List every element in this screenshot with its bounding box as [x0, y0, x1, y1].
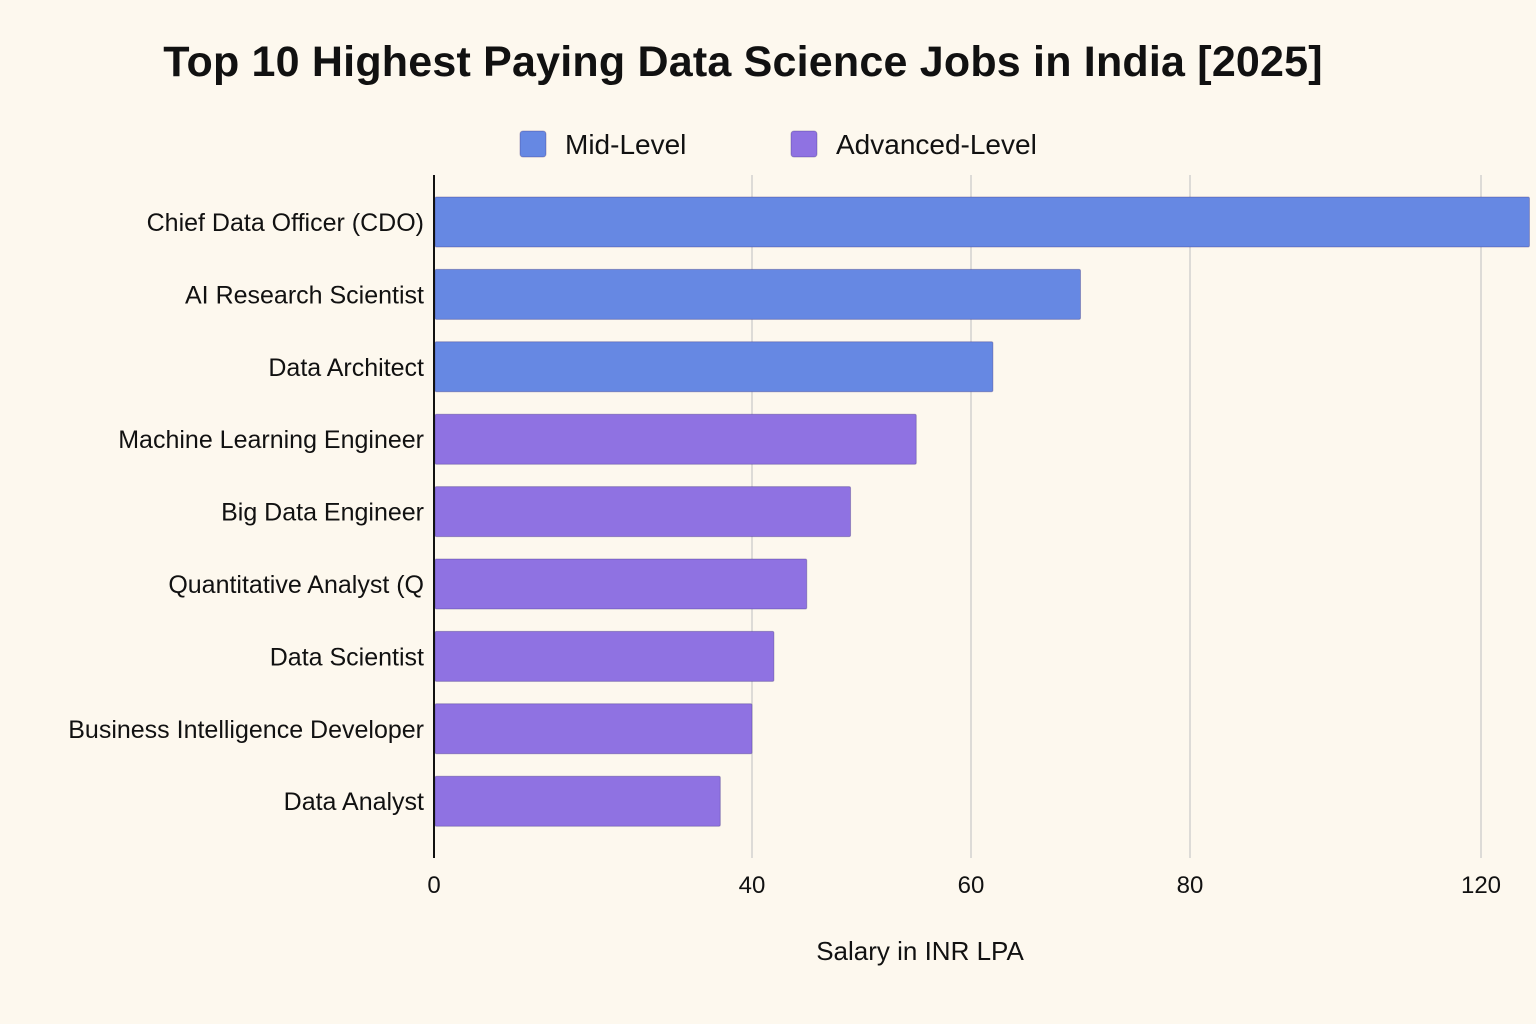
legend-swatch-2: [790, 130, 818, 158]
category-label-4: Machine Learning Engineer: [118, 426, 424, 454]
legend-swatch-1: [519, 130, 547, 158]
bar-7: [434, 630, 775, 682]
legend-label-2: Advanced-Level: [836, 129, 1037, 160]
bar-1: [434, 196, 1530, 248]
category-labels: Chief Data Officer (CDO) AI Research Scie…: [68, 209, 424, 816]
bar-3: [434, 341, 994, 393]
category-label-6: Quantitative Analyst (Q: [168, 571, 424, 599]
x-tick-labels: 0 40 60 80 120: [427, 872, 1501, 899]
bar-2: [434, 268, 1081, 320]
x-tick-0: 0: [427, 872, 440, 899]
category-label-7: Data Scientist: [270, 643, 424, 671]
category-label-5: Big Data Engineer: [221, 499, 424, 527]
category-label-3: Data Architect: [268, 354, 424, 382]
category-label-8: Business Intelligence Developer: [68, 716, 424, 744]
bar-4: [434, 413, 917, 465]
bar-5: [434, 486, 852, 538]
x-tick-40: 40: [739, 872, 766, 899]
bar-8: [434, 703, 753, 755]
chart-title: Top 10 Highest Paying Data Science Jobs …: [163, 38, 1323, 86]
bar-group: [434, 196, 1530, 827]
legend: Mid-Level Advanced-Level: [519, 129, 1037, 160]
bar-6: [434, 558, 808, 610]
x-tick-120: 120: [1461, 872, 1501, 899]
category-label-9: Data Analyst: [284, 788, 424, 816]
bar-9: [434, 775, 721, 827]
legend-label-1: Mid-Level: [565, 129, 686, 160]
category-label-2: AI Research Scientist: [185, 281, 424, 309]
x-tick-60: 60: [958, 872, 985, 899]
x-axis-title: Salary in INR LPA: [816, 936, 1024, 966]
x-tick-80: 80: [1177, 872, 1204, 899]
category-label-1: Chief Data Officer (CDO): [147, 209, 424, 237]
